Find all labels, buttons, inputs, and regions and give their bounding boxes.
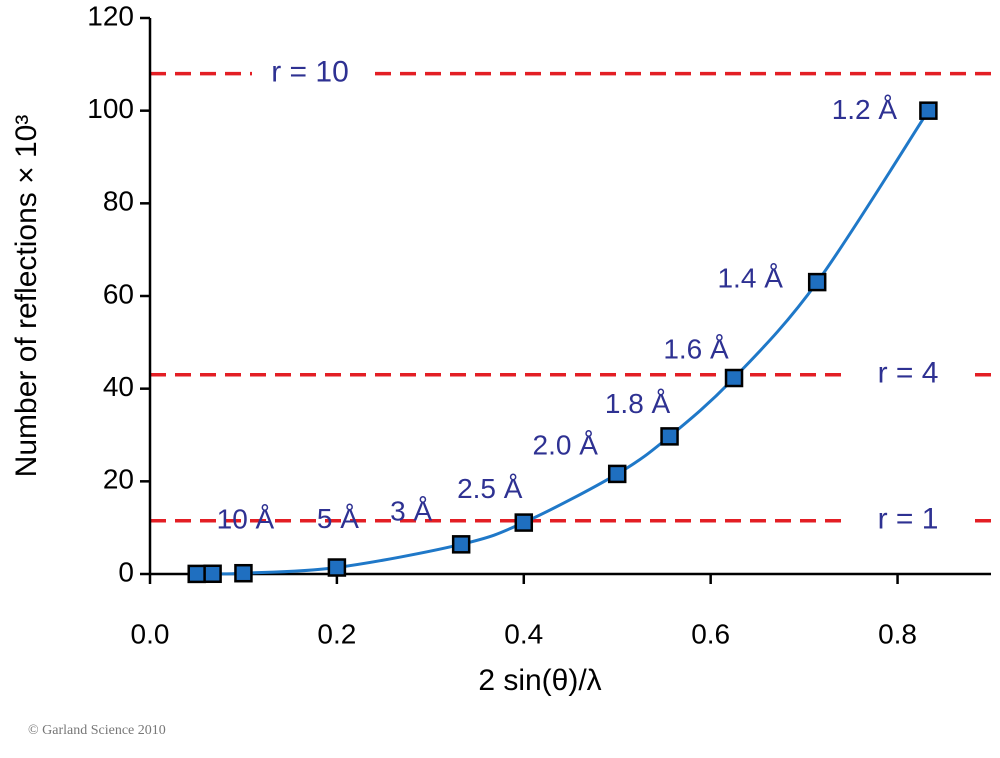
y-axis-label: Number of reflections × 10³ [10, 115, 43, 478]
y-tick-label: 100 [87, 93, 134, 124]
point-label: 1.2 Å [832, 94, 898, 125]
reference-label: r = 1 [878, 503, 939, 536]
reference-label-bg [850, 502, 966, 539]
point-label: 2.0 Å [533, 429, 599, 460]
marker [724, 368, 744, 388]
y-tick-label: 40 [103, 371, 134, 402]
marker [807, 272, 827, 292]
marker [234, 563, 253, 583]
x-tick-label: 0.0 [131, 618, 170, 649]
x-tick-label: 0.2 [317, 618, 356, 649]
point-label: 2.5 Å [457, 473, 523, 504]
point-label: 5 Å [317, 503, 359, 534]
x-axis-label: 2 sin(θ)/λ [478, 664, 601, 697]
copyright: © Garland Science 2010 [28, 723, 166, 738]
point-label: 1.4 Å [717, 262, 783, 293]
reference-label: r = 10 [271, 56, 349, 89]
curve [196, 109, 930, 576]
x-tick-label: 0.8 [878, 618, 917, 649]
y-tick-label: 80 [103, 186, 134, 217]
y-tick-label: 0 [118, 556, 134, 587]
point-label: 1.6 Å [663, 333, 729, 364]
reference-label-bg [252, 55, 368, 92]
y-tick-label: 120 [87, 0, 134, 31]
point-label: 1.8 Å [605, 388, 671, 419]
marker [514, 513, 534, 532]
marker [660, 427, 679, 446]
marker [203, 564, 222, 584]
x-tick-label: 0.4 [504, 618, 543, 649]
marker [607, 464, 627, 484]
x-tick-label: 0.6 [691, 618, 730, 649]
point-label: 3 Å [390, 496, 432, 527]
marker [451, 535, 471, 554]
point-label: 10 Å [217, 504, 275, 535]
marker [187, 564, 206, 584]
y-tick-label: 20 [103, 464, 134, 495]
reference-label: r = 4 [878, 357, 939, 390]
marker [919, 101, 938, 120]
reference-label-bg [850, 356, 966, 393]
y-tick-label: 60 [103, 278, 134, 309]
marker [327, 558, 347, 577]
